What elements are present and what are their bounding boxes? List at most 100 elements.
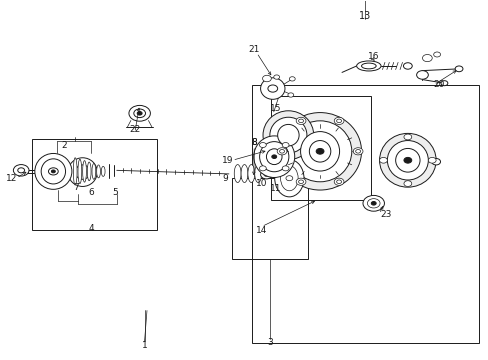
Text: 14: 14 [255,226,267,235]
Circle shape [271,155,276,158]
Text: 23: 23 [380,210,391,219]
Ellipse shape [101,166,105,176]
Text: 22: 22 [129,125,140,134]
Ellipse shape [73,158,77,185]
Circle shape [403,181,411,186]
Circle shape [13,165,29,176]
Ellipse shape [254,165,261,183]
Text: 6: 6 [88,188,94,197]
Ellipse shape [87,162,91,181]
Ellipse shape [278,113,361,190]
Ellipse shape [263,111,313,159]
Circle shape [336,119,341,123]
Text: 2: 2 [61,141,67,150]
Circle shape [279,149,284,153]
Ellipse shape [92,163,96,179]
Ellipse shape [82,161,86,182]
Circle shape [298,119,303,123]
Circle shape [431,158,440,165]
Circle shape [18,168,24,173]
Circle shape [379,157,386,163]
Ellipse shape [288,121,351,182]
Circle shape [262,75,271,82]
Text: 5: 5 [112,188,118,197]
Ellipse shape [97,165,100,178]
Text: 9: 9 [222,174,227,183]
Ellipse shape [379,134,435,187]
Ellipse shape [300,132,339,171]
Circle shape [440,81,447,86]
Circle shape [403,157,411,163]
Ellipse shape [234,165,241,183]
Circle shape [272,172,281,179]
Text: 19: 19 [221,156,233,165]
Ellipse shape [253,136,294,177]
Text: 21: 21 [248,45,260,54]
Ellipse shape [274,159,304,197]
Circle shape [285,176,292,181]
Circle shape [282,166,288,171]
Circle shape [355,149,360,153]
Ellipse shape [41,159,65,184]
Ellipse shape [260,78,285,99]
Ellipse shape [247,165,254,183]
Text: 3: 3 [266,338,272,347]
Circle shape [370,202,375,205]
Text: 8: 8 [251,138,257,147]
Ellipse shape [386,140,427,180]
Circle shape [336,180,341,184]
Ellipse shape [78,159,81,184]
Ellipse shape [361,63,375,69]
Circle shape [260,170,272,179]
Circle shape [282,143,288,148]
Circle shape [333,117,343,125]
Circle shape [422,54,431,62]
Bar [32,139,157,230]
Text: 10: 10 [255,179,267,188]
Ellipse shape [259,141,288,172]
Ellipse shape [356,61,380,71]
Ellipse shape [35,153,72,189]
Circle shape [298,180,303,184]
Text: 1: 1 [142,341,147,350]
Circle shape [403,134,411,140]
Text: 4: 4 [88,224,94,233]
Text: 20: 20 [433,81,444,90]
Circle shape [48,168,58,175]
Circle shape [333,178,343,185]
Ellipse shape [277,125,299,146]
Ellipse shape [309,140,330,162]
Circle shape [296,178,305,185]
Bar [251,85,478,343]
Circle shape [287,93,293,97]
Circle shape [277,148,286,155]
Bar [232,178,307,259]
Text: 8: 8 [251,138,257,147]
Circle shape [134,109,145,118]
Circle shape [129,105,150,121]
Ellipse shape [266,149,282,165]
Circle shape [454,66,462,72]
Bar [271,96,370,200]
Text: 15: 15 [270,104,282,113]
Circle shape [366,199,379,208]
Circle shape [137,112,142,115]
Text: 13: 13 [359,11,371,21]
Ellipse shape [280,166,298,191]
Circle shape [362,195,384,211]
Circle shape [273,75,279,79]
Circle shape [289,77,295,81]
Circle shape [427,157,435,163]
Circle shape [259,143,266,148]
Circle shape [416,71,427,79]
Ellipse shape [395,148,419,172]
Ellipse shape [269,117,306,153]
Circle shape [264,173,268,176]
Text: 7: 7 [73,183,79,192]
Ellipse shape [241,165,247,183]
Ellipse shape [75,165,90,179]
Circle shape [352,148,362,155]
Circle shape [259,166,266,171]
Ellipse shape [68,158,97,186]
Circle shape [433,52,440,57]
